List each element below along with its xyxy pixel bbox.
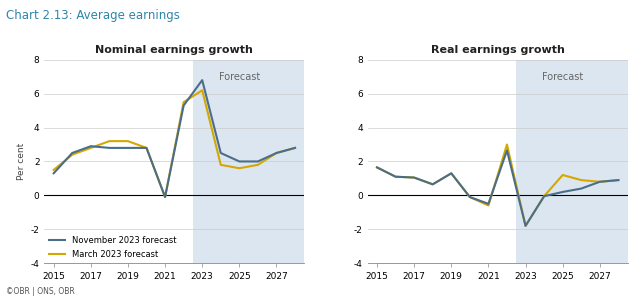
Bar [193,60,304,263]
Text: Chart 2.13: Average earnings: Chart 2.13: Average earnings [6,9,180,22]
Legend: November 2023 forecast, March 2023 forecast: November 2023 forecast, March 2023 forec… [49,236,176,259]
Text: Forecast: Forecast [219,72,260,82]
Title: Nominal earnings growth: Nominal earnings growth [95,45,254,55]
Text: Forecast: Forecast [542,72,583,82]
Title: Real earnings growth: Real earnings growth [430,45,565,55]
Y-axis label: Per cent: Per cent [18,143,27,180]
Bar [516,60,628,263]
Text: ©OBR | ONS, OBR: ©OBR | ONS, OBR [6,287,75,296]
